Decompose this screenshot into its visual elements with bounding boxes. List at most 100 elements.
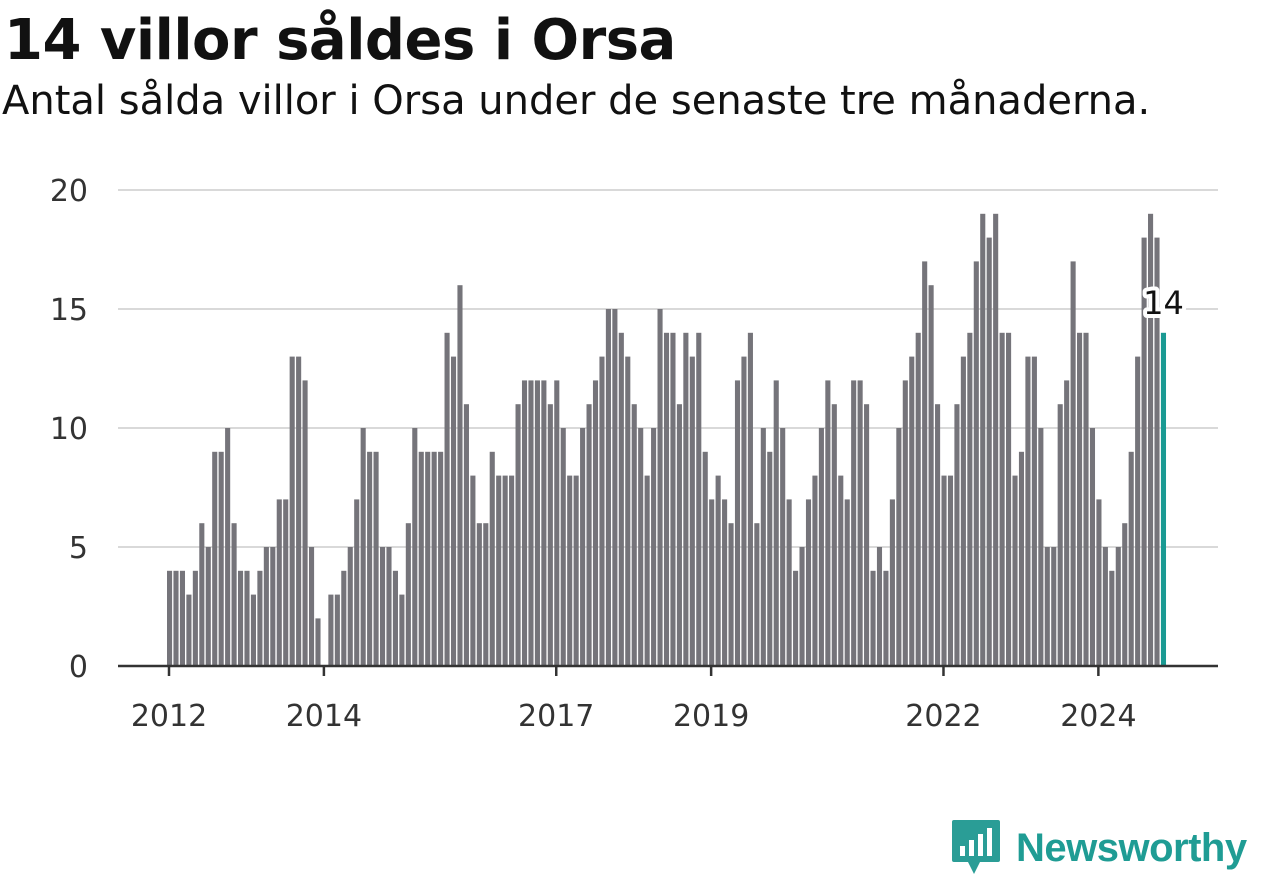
bar xyxy=(567,475,573,666)
bar xyxy=(896,428,902,666)
bar xyxy=(1057,404,1063,666)
bar xyxy=(1135,356,1141,666)
bar xyxy=(199,523,205,666)
bar xyxy=(476,523,482,666)
bar xyxy=(612,309,618,666)
bar xyxy=(186,594,192,666)
bar xyxy=(438,451,444,666)
bar xyxy=(212,451,218,666)
bar xyxy=(354,499,360,666)
bar xyxy=(463,404,469,666)
bar xyxy=(450,356,457,666)
bar xyxy=(425,451,431,666)
bar xyxy=(547,404,553,666)
bar xyxy=(651,428,657,666)
bar xyxy=(483,523,489,666)
bar xyxy=(573,475,579,666)
bar xyxy=(367,451,373,666)
bar xyxy=(1096,499,1102,666)
bar xyxy=(618,332,624,666)
bar xyxy=(812,475,818,666)
bar xyxy=(793,570,799,666)
bar xyxy=(638,428,644,666)
bar xyxy=(457,285,463,666)
x-tick-label: 2014 xyxy=(286,699,362,734)
bar xyxy=(1064,380,1070,666)
bar xyxy=(379,547,386,666)
x-tick-label: 2022 xyxy=(905,699,981,734)
x-tick-label: 2012 xyxy=(131,699,207,734)
bar xyxy=(915,332,921,666)
bar xyxy=(444,332,450,666)
bar xyxy=(663,332,670,666)
x-tick-label: 2017 xyxy=(518,699,594,734)
bar xyxy=(283,499,289,666)
bar xyxy=(431,451,437,666)
bar xyxy=(999,332,1005,666)
bar xyxy=(1102,547,1108,666)
bar xyxy=(560,428,566,666)
bar xyxy=(799,547,805,666)
bar xyxy=(405,523,411,666)
bar xyxy=(876,547,883,666)
bar xyxy=(857,380,863,666)
bar xyxy=(1148,213,1154,667)
bar xyxy=(192,570,198,666)
y-tick-label: 15 xyxy=(50,293,88,328)
bar xyxy=(954,404,960,666)
bar xyxy=(237,570,244,666)
bar xyxy=(696,332,702,666)
bar xyxy=(554,380,560,666)
bar xyxy=(276,499,282,666)
bar xyxy=(741,356,747,666)
bar xyxy=(1083,332,1089,666)
bar xyxy=(225,428,231,666)
bar xyxy=(592,380,599,666)
bar xyxy=(883,570,889,666)
bar xyxy=(780,428,786,666)
bar xyxy=(257,570,263,666)
bar xyxy=(270,547,276,666)
bar xyxy=(986,237,992,666)
bar xyxy=(521,380,528,666)
bar xyxy=(993,213,999,667)
bar xyxy=(1089,428,1096,666)
bar xyxy=(709,499,715,666)
bar xyxy=(960,356,966,666)
bar xyxy=(605,309,611,666)
bar xyxy=(728,523,734,666)
bar xyxy=(973,261,979,666)
bar xyxy=(1031,356,1037,666)
bar xyxy=(1018,451,1025,666)
last-value-label: 14 xyxy=(1143,284,1184,322)
bar xyxy=(1006,332,1012,666)
bar xyxy=(167,570,173,666)
bar xyxy=(676,404,682,666)
bar xyxy=(386,547,392,666)
bar xyxy=(205,547,211,666)
bar xyxy=(702,451,708,666)
bar xyxy=(1141,237,1147,666)
newsworthy-logo-icon xyxy=(952,820,1000,874)
bar xyxy=(586,404,592,666)
bar xyxy=(773,380,779,666)
bar xyxy=(1122,523,1128,666)
bar xyxy=(502,475,508,666)
bar xyxy=(947,475,954,666)
bar xyxy=(722,499,728,666)
bar xyxy=(392,570,398,666)
brand-logo: Newsworthy xyxy=(950,818,1247,878)
bar xyxy=(289,356,295,666)
bar xyxy=(541,380,547,666)
bar xyxy=(670,332,676,666)
bar xyxy=(760,428,766,666)
bar xyxy=(244,570,250,666)
bar xyxy=(231,523,237,666)
bar xyxy=(844,499,850,666)
bar xyxy=(341,570,347,666)
bar xyxy=(412,428,418,666)
bar xyxy=(1070,261,1076,666)
bar xyxy=(1115,547,1121,666)
bar xyxy=(909,356,915,666)
